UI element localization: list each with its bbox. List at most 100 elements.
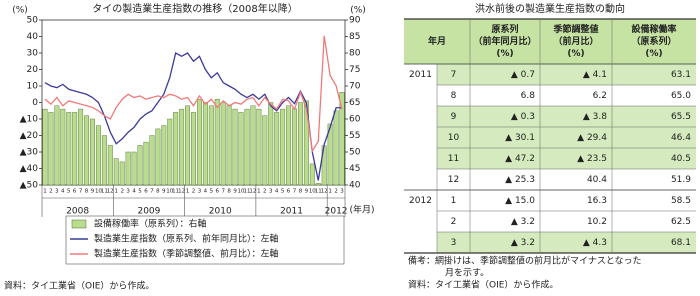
y2-tick-label: 50 [349,148,361,158]
bar [54,105,60,186]
table-cell: 6.8 [521,91,536,101]
bar [214,98,220,186]
table-cell: ▲ 25.3 [505,175,535,185]
bar [173,112,179,186]
row-shade [437,106,696,127]
bar [167,118,173,186]
x-tick-label: 11 [315,189,322,195]
table-cell: 9 [451,112,457,122]
table-cell: ▲ 0.3 [511,112,535,122]
legend-label: 設備稼働率（原系列）：右軸 [94,218,207,230]
y2-tick-label: 70 [349,82,361,92]
bar [226,105,232,186]
bar [339,92,345,186]
y2-tick-label: 90 [349,16,361,26]
table-header-bg [404,19,696,64]
chart-source: 資料：タイ工業省（OIE）から作成。 [4,280,154,292]
bar [113,158,119,186]
table-cell: 7 [451,70,457,80]
x-tick-label: 7 [79,189,83,195]
x-tick-label: 5 [138,189,142,195]
bar [95,125,101,186]
table-cell: 62.5 [671,217,691,227]
y-tick-label: ▲10 [20,115,39,125]
y2-tick-label: 75 [349,65,360,75]
table-cell: 68.1 [671,238,691,248]
table-cell: 11 [448,154,459,164]
x-tick-label: 12 [249,189,256,195]
table-header: 季節調整値 [552,23,598,35]
table-cell: ▲ 3.2 [511,217,535,227]
table-cell: 63.1 [671,70,691,80]
bar [155,128,161,186]
x-tick-label: 1 [186,189,190,195]
table-cell: ▲ 0.7 [511,70,535,80]
table-cell: 12 [448,175,459,185]
x-tick-label: 8 [85,189,89,195]
table-cell: 2 [451,217,457,227]
x-tick-label: 4 [275,189,279,195]
table-cell: 6.2 [593,91,607,101]
bar [238,112,244,186]
bar [119,161,125,186]
bar [149,135,155,186]
table-cell: ▲ 3.2 [511,238,535,248]
bar [131,151,137,186]
legend-swatch [71,219,87,229]
y-tick-label: 50 [27,16,39,26]
x-tick-label: 8 [227,189,231,195]
y-tick-label: 40 [27,32,39,42]
x-tick-label: 3 [269,189,273,195]
bar [143,141,149,186]
y-tick-label: 20 [27,65,39,75]
x-tick-label: 4 [132,189,136,195]
bar [280,108,286,186]
x-tick-label: 11 [243,189,250,195]
x-tick-label: 10 [166,189,173,195]
x-tick-label: 2 [263,189,267,195]
table-cell: 3 [451,238,457,248]
bar [256,108,262,186]
x-tick-label: 12 [178,189,185,195]
bar [137,145,143,186]
bar [196,98,202,186]
x-tick-label: 6 [73,189,77,195]
bar [60,108,66,186]
y2-tick-label: 40 [349,181,361,191]
table-header: 年月 [428,35,446,47]
table-cell: 10 [448,133,460,143]
table-cell: 65.5 [671,112,691,122]
table-header: （前年同月比） [473,35,536,47]
y-tick-label: 10 [27,82,39,92]
legend-label: 製造業生産指数（季節調整値、前月比）：左軸 [94,248,279,260]
table-header: (%) [645,49,662,59]
x-tick-label: 10 [238,189,245,195]
x-tick-label: 8 [299,189,303,195]
x-tick-label: 2 [49,189,53,195]
table-cell: ▲ 4.1 [583,70,607,80]
x-tick-label: 2 [192,189,196,195]
x-tick-label: 7 [221,189,225,195]
y2-tick-label: 80 [349,49,361,59]
y2-tick-label: 85 [349,32,360,42]
bar [72,112,78,186]
y-tick-label: ▲50 [20,181,39,191]
x-tick-label: 7 [150,189,154,195]
bar [78,108,84,186]
y-tick-label: 0 [32,98,38,108]
y-tick-label: ▲20 [20,131,39,141]
y-tick-label: 30 [27,49,39,59]
table-cell: 65.0 [671,91,691,101]
bar [191,112,196,186]
bar [107,145,113,186]
bar [244,108,250,186]
table-cell: 1 [451,196,457,206]
bar [250,105,256,186]
bar [161,125,167,186]
x-tick-label: 3 [55,189,59,195]
y2-unit: (%) [350,6,366,16]
bar [268,102,274,186]
bar [101,135,107,186]
table-note: 月を示す。 [445,268,489,279]
